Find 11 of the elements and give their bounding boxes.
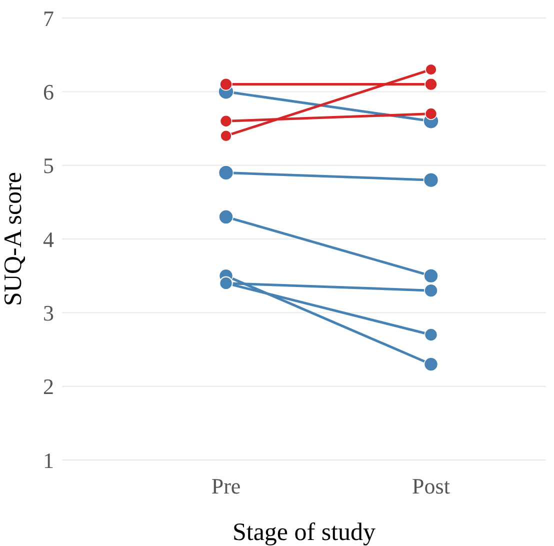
y-tick-label: 6 xyxy=(43,79,54,104)
x-tick-label: Pre xyxy=(211,474,241,499)
y-tick-label: 4 xyxy=(43,226,54,252)
y-tick-label: 1 xyxy=(43,448,54,473)
y-tick-label: 7 xyxy=(43,6,54,31)
x-axis-title: Stage of study xyxy=(232,519,376,546)
x-tick-label: Post xyxy=(412,474,450,499)
y-tick-label: 2 xyxy=(43,374,54,400)
y-tick-label: 5 xyxy=(43,153,54,178)
y-axis-title: SUQ-A score xyxy=(0,172,27,306)
y-tick-label: 3 xyxy=(43,300,54,326)
